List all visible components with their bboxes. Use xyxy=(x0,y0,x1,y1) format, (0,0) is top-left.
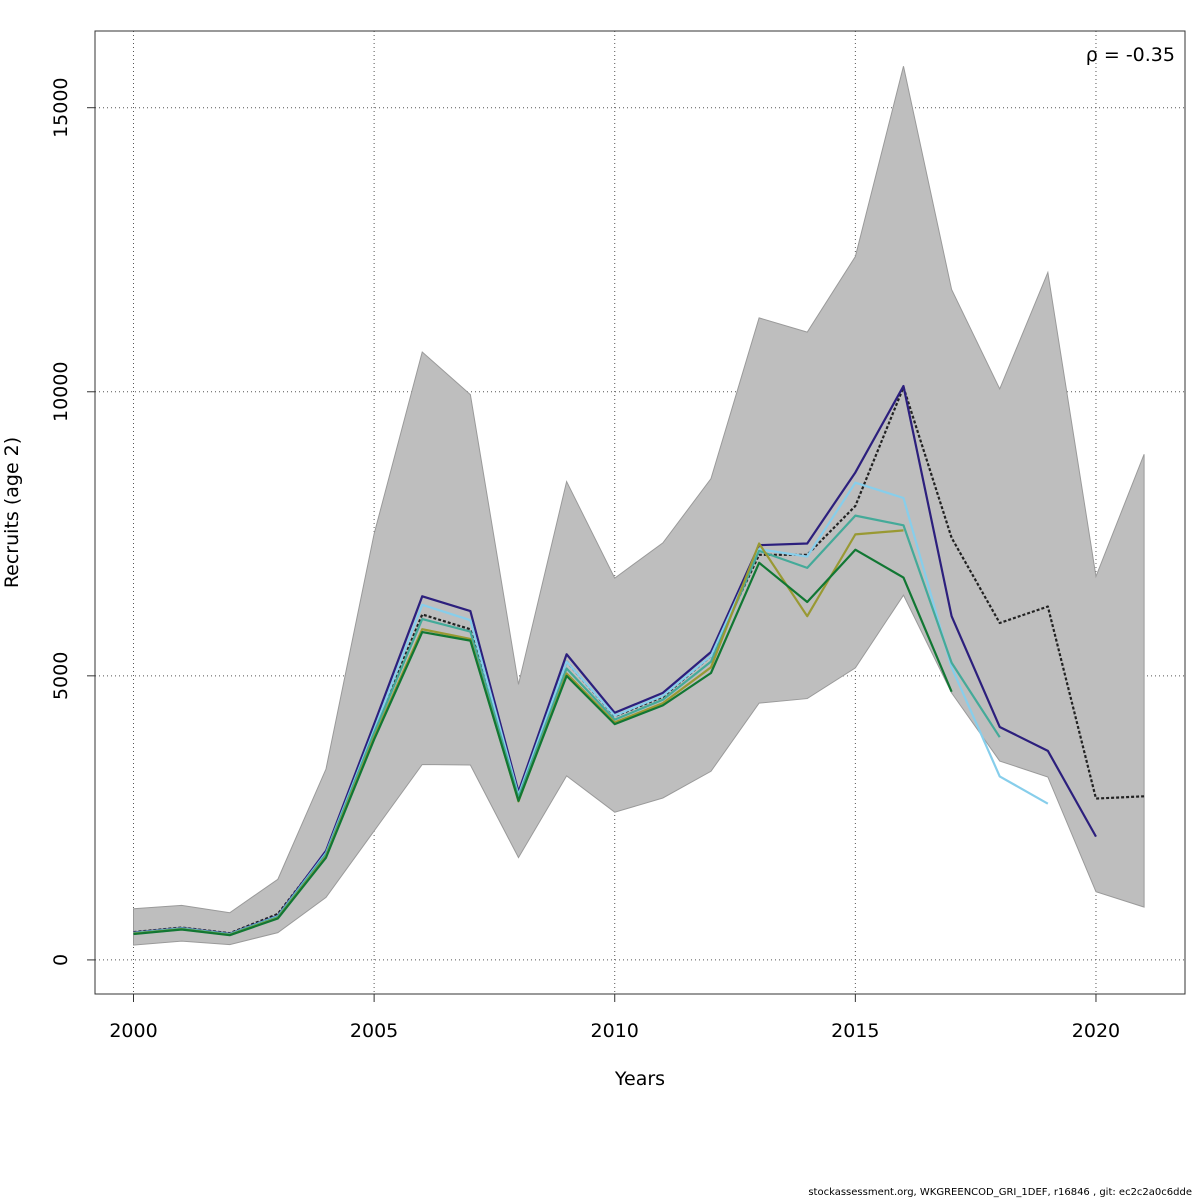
confidence-band xyxy=(132,66,1145,946)
x-tick-label-2: 2010 xyxy=(591,1020,639,1042)
y-tick-label-2: 10000 xyxy=(50,362,72,422)
series-layer xyxy=(133,384,1145,937)
y-tick-label-0: 0 xyxy=(50,954,72,966)
y-axis-title: Recruits (age 2) xyxy=(1,437,23,588)
x-tick-label-4: 2020 xyxy=(1072,1020,1120,1042)
x-tick-label-1: 2005 xyxy=(350,1020,398,1042)
x-tick-label-0: 2000 xyxy=(109,1020,157,1042)
y-tick-label-3: 15000 xyxy=(50,77,72,137)
series-line-5 xyxy=(133,548,953,937)
footer-credit: stockassessment.org, WKGREENCOD_GRI_1DEF… xyxy=(808,1187,1192,1198)
x-tick-label-3: 2015 xyxy=(831,1020,879,1042)
confidence-band-layer xyxy=(132,66,1145,946)
plot-frame xyxy=(94,30,1186,995)
rho-annotation: ρ = -0.35 xyxy=(1086,44,1175,66)
axes: 2000 2005 2010 2015 2020 0 5000 10000 15000 xyxy=(50,77,1120,1042)
x-axis-title: Years xyxy=(614,1068,665,1090)
y-tick-label-1: 5000 xyxy=(50,652,72,700)
